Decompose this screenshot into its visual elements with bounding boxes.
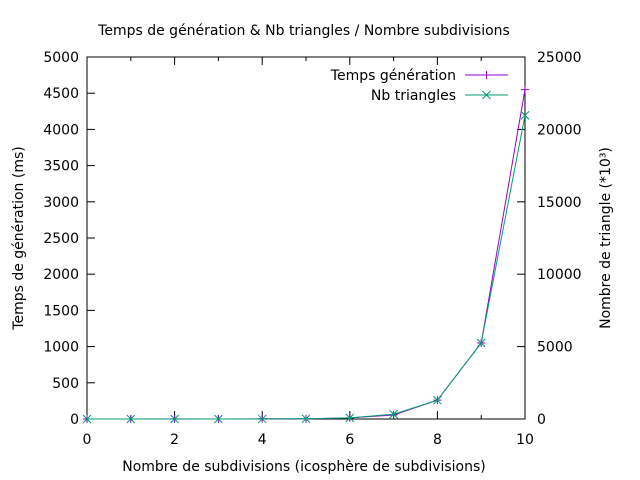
plot-frame (86, 56, 526, 420)
y-tick-label: 1500 (43, 303, 79, 319)
y2-tick-label: 10000 (537, 267, 582, 283)
series-point-1 (521, 85, 529, 94)
y-tick-label: 500 (52, 376, 79, 392)
series-point-2 (214, 414, 223, 424)
series-point-2 (520, 111, 530, 120)
legend-label-2: Nb triangles (371, 88, 456, 104)
y2-axis-label: Nombre de triangle (*10³) (598, 147, 614, 329)
x-tick-label: 10 (516, 432, 534, 448)
y2-tick-label: 0 (537, 412, 546, 428)
x-tick-label: 6 (345, 432, 354, 448)
y-tick-label: 4000 (43, 122, 79, 138)
y-tick-label: 0 (70, 412, 79, 428)
y2-tick-label: 25000 (537, 50, 582, 66)
y-tick-label: 4500 (43, 86, 79, 102)
x-axis-label: Nombre de subdivisions (icosphère de sub… (122, 459, 486, 475)
y-tick-label: 2000 (43, 267, 79, 283)
plot-area: 0500100015002000250030003500400045005000… (43, 50, 581, 448)
y-tick-label: 5000 (43, 50, 79, 66)
x-tick-label: 0 (83, 432, 92, 448)
series-line-1 (87, 89, 526, 420)
y2-tick-label: 20000 (537, 122, 582, 138)
series-point-2 (126, 414, 136, 424)
x-tick-label: 2 (170, 432, 179, 448)
x-tick-label: 4 (258, 432, 267, 448)
y-tick-label: 3000 (43, 195, 79, 211)
y-tick-label: 2500 (43, 231, 79, 247)
series-point-2 (389, 409, 398, 419)
series-point-2 (301, 414, 311, 424)
y-axis-label: Temps de génération (ms) (11, 146, 27, 330)
x-tick-label: 8 (433, 432, 442, 448)
chart-title: Temps de génération & Nb triangles / Nom… (97, 23, 510, 39)
y2-tick-label: 15000 (537, 195, 582, 211)
series-point-2 (257, 414, 267, 424)
series-point-2 (82, 414, 92, 424)
series-point-2 (170, 414, 179, 424)
y-tick-label: 1000 (43, 340, 79, 356)
series-point-1 (389, 411, 398, 420)
legend-marker-2 (482, 90, 491, 100)
series-line-2 (87, 115, 526, 420)
legend-label-1: Temps génération (330, 68, 456, 84)
legend-marker-1 (482, 71, 491, 79)
series-point-2 (433, 395, 442, 405)
y-tick-label: 3500 (43, 159, 79, 175)
series-point-2 (476, 338, 486, 348)
series-point-2 (345, 413, 355, 423)
y2-tick-label: 5000 (537, 340, 573, 356)
